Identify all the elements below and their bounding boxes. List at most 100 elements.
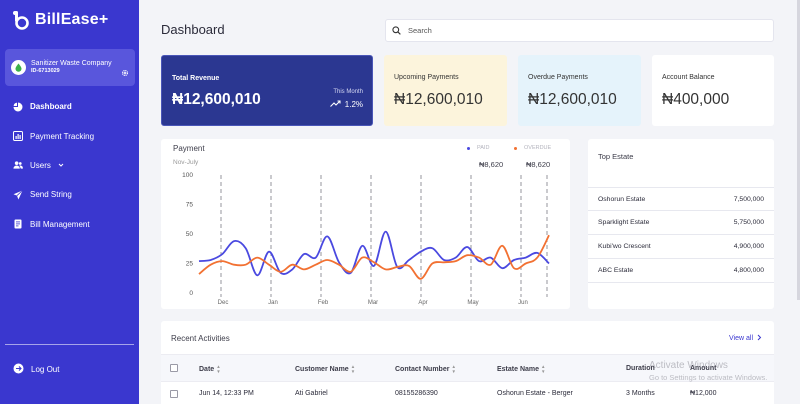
estate-value: 4,900,000 bbox=[733, 243, 764, 250]
y-tick-label: 75 bbox=[186, 202, 194, 209]
sidebar-item-dashboard[interactable]: Dashboard bbox=[0, 92, 139, 121]
app-logo[interactable]: BillEase+ bbox=[13, 10, 108, 30]
sidebar-item-users[interactable]: Users bbox=[0, 151, 139, 180]
legend-paid-label: PAID bbox=[477, 145, 490, 151]
table-header: Date ▲ ▼ Customer Name ▲ ▼ Contact Number ▲ ▼ … bbox=[161, 354, 774, 382]
sort-icon: ▲ ▼ bbox=[350, 364, 356, 374]
column-header-contact[interactable]: Contact Number ▲ ▼ bbox=[395, 364, 456, 374]
gear-icon[interactable] bbox=[121, 64, 129, 76]
column-header-customer[interactable]: Customer Name ▲ ▼ bbox=[295, 364, 356, 374]
sidebar-item-bill-management[interactable]: Bill Management bbox=[0, 210, 139, 239]
card-value: ₦12,600,010 bbox=[394, 91, 483, 108]
sidebar-item-label: Dashboard bbox=[30, 102, 72, 112]
revenue-period: This Month bbox=[333, 89, 363, 95]
cell-amount: ₦12,000 bbox=[690, 390, 717, 397]
estate-value: 7,500,000 bbox=[733, 195, 764, 203]
x-tick-label: Jan bbox=[268, 300, 278, 306]
card-label: Overdue Payments bbox=[528, 74, 588, 81]
cell-estate: Oshorun Estate - Berger bbox=[497, 390, 573, 397]
y-tick-label: 50 bbox=[186, 231, 194, 238]
windows-activation-watermark: Activate Windows Go to Settings to activ… bbox=[649, 360, 767, 382]
column-header-date[interactable]: Date ▲ ▼ bbox=[199, 364, 221, 374]
upcoming-payments-card: Upcoming Payments ₦12,600,010 bbox=[384, 55, 507, 126]
app-name: BillEase+ bbox=[35, 11, 109, 28]
estate-name: ABC Estate bbox=[598, 267, 634, 274]
sidebar-nav: Dashboard Payment Tracking Users Send St… bbox=[0, 92, 139, 239]
card-value: ₦12,600,010 bbox=[172, 91, 261, 108]
legend-overdue: OVERDUE bbox=[514, 145, 551, 151]
sidebar-item-payment-tracking[interactable]: Payment Tracking bbox=[0, 121, 139, 150]
revenue-change-value: 1.2% bbox=[344, 100, 363, 109]
payment-chart-card: 0 25 50 75 100 Dec Jan Feb Mar Apr May Jun Payment … bbox=[161, 139, 570, 309]
top-estate-card: Top Estate Oshorun Estate 7,500,000 Spar… bbox=[588, 139, 774, 309]
column-header-amount[interactable]: Amount bbox=[690, 365, 717, 372]
series-line-paid bbox=[198, 230, 550, 277]
legend-dot-paid bbox=[467, 146, 470, 150]
search-bar[interactable] bbox=[385, 19, 774, 42]
total-revenue-card: Total Revenue ₦12,600,010 This Month 1.2… bbox=[161, 55, 373, 126]
overdue-payments-card: Overdue Payments ₦12,600,010 bbox=[518, 55, 641, 126]
chart-title: Payment bbox=[173, 144, 205, 153]
y-tick-label: 100 bbox=[182, 172, 193, 179]
payment-chart: 0 25 50 75 100 Dec Jan Feb Mar Apr May Jun bbox=[182, 172, 550, 306]
page-title: Dashboard bbox=[161, 22, 225, 37]
estate-row[interactable]: Sparklight Estate 5,750,000 bbox=[588, 211, 774, 235]
logo-icon bbox=[13, 10, 30, 30]
card-value: ₦12,600,010 bbox=[528, 91, 617, 108]
dashboard-icon bbox=[13, 102, 23, 112]
estate-name: Sparklight Estate bbox=[598, 219, 650, 226]
page-scrollbar[interactable] bbox=[797, 0, 800, 300]
x-tick-label: Mar bbox=[368, 300, 378, 306]
logout-icon bbox=[13, 363, 24, 376]
estate-value: 5,750,000 bbox=[733, 219, 764, 226]
x-tick-label: Dec bbox=[218, 300, 229, 306]
x-tick-label: Feb bbox=[318, 300, 329, 306]
sort-icon: ▲ ▼ bbox=[216, 364, 221, 374]
x-tick-label: Jun bbox=[518, 300, 528, 306]
view-all-link[interactable]: View all bbox=[729, 334, 762, 343]
top-estate-title: Top Estate bbox=[598, 152, 634, 161]
revenue-change: 1.2% bbox=[329, 100, 363, 109]
sidebar: BillEase+ Sanitizer Waste Company ID-671… bbox=[0, 0, 139, 404]
bar-chart-icon bbox=[13, 131, 23, 142]
y-tick-label: 0 bbox=[189, 290, 193, 297]
sidebar-item-label: Send String bbox=[30, 190, 72, 200]
estate-row[interactable]: ABC Estate 4,800,000 bbox=[588, 259, 774, 283]
search-input[interactable] bbox=[408, 26, 748, 35]
sort-icon: ▲ ▼ bbox=[451, 364, 456, 374]
card-label: Account Balance bbox=[662, 74, 715, 81]
legend-overdue-value: ₦8,620 bbox=[526, 160, 551, 169]
card-label: Upcoming Payments bbox=[394, 74, 459, 81]
view-all-label: View all bbox=[729, 335, 753, 342]
sidebar-item-label: Payment Tracking bbox=[30, 131, 95, 141]
users-icon bbox=[13, 160, 23, 170]
search-icon bbox=[392, 22, 401, 40]
cell-duration: 3 Months bbox=[626, 390, 655, 397]
estate-row[interactable]: Oshorun Estate 7,500,000 bbox=[588, 187, 774, 211]
card-value: ₦400,000 bbox=[662, 91, 730, 108]
sidebar-item-label: Users bbox=[30, 160, 51, 170]
select-all-checkbox[interactable] bbox=[170, 364, 178, 372]
chevron-right-icon bbox=[757, 334, 762, 343]
sort-icon: ▲ ▼ bbox=[541, 364, 546, 374]
document-icon bbox=[13, 219, 23, 229]
legend-overdue-label: OVERDUE bbox=[524, 145, 552, 151]
logout-button[interactable]: Log Out bbox=[13, 363, 59, 376]
y-tick-label: 25 bbox=[186, 261, 194, 268]
send-icon bbox=[13, 190, 23, 200]
column-header-estate[interactable]: Estate Name ▲ ▼ bbox=[497, 364, 546, 374]
cell-customer: Ati Gabriel bbox=[295, 390, 328, 397]
column-header-duration[interactable]: Duration bbox=[626, 365, 655, 372]
chart-subtitle: Nov-July bbox=[173, 159, 199, 166]
series-line-overdue bbox=[198, 234, 550, 280]
company-avatar bbox=[11, 60, 26, 75]
legend-paid-value: ₦8,620 bbox=[479, 160, 504, 169]
row-checkbox[interactable] bbox=[170, 390, 178, 398]
sidebar-item-send-string[interactable]: Send String bbox=[0, 180, 139, 209]
estate-value: 4,800,000 bbox=[733, 267, 764, 274]
estate-row[interactable]: Kubi'wo Crescent 4,900,000 bbox=[588, 235, 774, 259]
company-name: Sanitizer Waste Company bbox=[31, 60, 112, 68]
table-row[interactable]: Jun 14, 12:33 PM Ati Gabriel 08155286390… bbox=[161, 382, 774, 404]
company-switcher[interactable]: Sanitizer Waste Company ID-6713029 bbox=[5, 49, 135, 86]
sidebar-divider bbox=[5, 344, 134, 345]
